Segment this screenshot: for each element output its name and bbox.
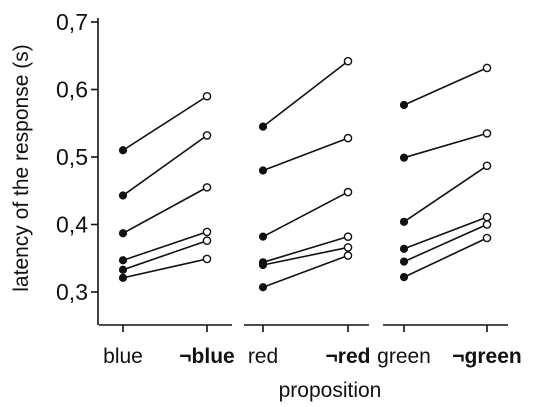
- pair-line: [403, 237, 488, 278]
- data-point: [399, 217, 409, 226]
- pair-line: [262, 246, 349, 266]
- x-category-label: blue: [103, 345, 143, 368]
- pair-line: [262, 235, 349, 264]
- data-point: [399, 100, 409, 110]
- pair-line: [403, 216, 488, 250]
- data-point: [482, 212, 492, 222]
- data-point: [343, 251, 353, 260]
- pair-line: [122, 95, 208, 151]
- data-point: [258, 122, 268, 131]
- data-point: [202, 236, 212, 245]
- data-point: [118, 265, 128, 274]
- y-axis: 0,3 0,4 0,5 0,6 0,7: [56, 9, 99, 325]
- pair-line: [262, 60, 349, 128]
- y-tick-label: 0,6: [56, 77, 88, 103]
- pair-line: [403, 132, 488, 159]
- pair-line: [262, 254, 349, 289]
- data-point: [202, 183, 212, 192]
- data-point: [118, 191, 128, 200]
- pair-line: [403, 223, 488, 263]
- pair-line: [122, 258, 208, 279]
- data-point: [258, 260, 268, 270]
- data-point: [202, 131, 212, 140]
- y-tick-label: 0,4: [56, 212, 88, 238]
- y-tick-label: 0,7: [56, 9, 88, 35]
- data-point: [118, 229, 128, 238]
- x-category-label: ¬blue: [179, 345, 234, 368]
- data-point: [343, 187, 353, 197]
- y-tick-label: 0,5: [56, 144, 88, 170]
- data-point: [343, 232, 353, 241]
- x-category-label: ¬red: [326, 345, 371, 368]
- data-point: [118, 146, 128, 155]
- data-point: [343, 243, 353, 252]
- data-point: [399, 273, 409, 282]
- x-axis-title: proposition: [279, 379, 382, 402]
- data-point: [343, 56, 353, 66]
- data-point: [399, 257, 409, 266]
- pair-line: [403, 67, 488, 106]
- data-point: [482, 220, 492, 229]
- y-axis-title: latency of the response (s): [10, 44, 33, 291]
- data-point: [202, 227, 212, 237]
- data-point: [482, 233, 492, 243]
- data-point: [202, 254, 212, 264]
- y-tick-label: 0,3: [56, 279, 88, 305]
- x-category-label: green: [377, 345, 431, 368]
- data-point: [118, 273, 128, 282]
- pair-line: [122, 231, 208, 262]
- pair-line: [262, 191, 349, 238]
- data-point: [258, 166, 268, 175]
- pair-line: [122, 134, 208, 197]
- data-point: [482, 161, 492, 171]
- x-axes: [99, 324, 508, 332]
- data-point: [482, 129, 492, 138]
- x-category-label: ¬green: [452, 345, 521, 368]
- x-category-label: red: [248, 345, 278, 368]
- data-point: [118, 256, 128, 265]
- pair-line: [122, 186, 208, 234]
- labels: blue ¬blue red ¬red green ¬green: [103, 345, 522, 368]
- data-point: [258, 283, 268, 292]
- data-point: [343, 133, 353, 143]
- data-point: [482, 63, 492, 73]
- pair-line: [262, 137, 349, 172]
- series: [118, 56, 492, 292]
- data-point: [202, 91, 212, 101]
- data-point: [258, 232, 268, 241]
- pair-line: [122, 239, 208, 271]
- pair-line: [403, 165, 488, 223]
- data-point: [399, 244, 409, 253]
- data-point: [399, 153, 409, 162]
